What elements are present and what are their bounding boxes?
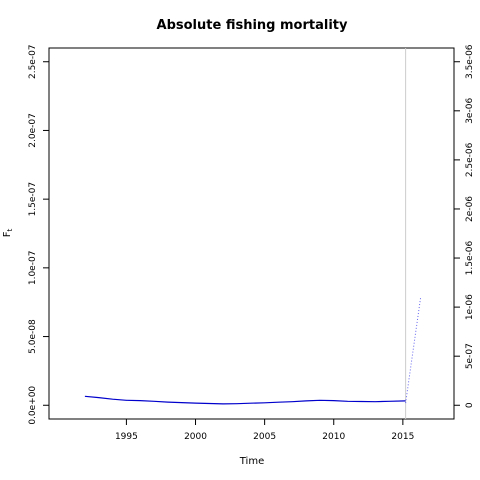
- plot-frame: [48, 47, 455, 420]
- y-right-tick-label: 2e-06: [465, 196, 475, 222]
- x-axis-label: Time: [239, 456, 264, 467]
- x-tick-label: 2005: [253, 432, 276, 442]
- x-tick-label: 2010: [322, 432, 345, 442]
- series-line-forecast: [405, 296, 422, 404]
- y-right-tick-label: 3e-06: [465, 98, 475, 124]
- y-axis-left: 0.0e+00 5.0e-08 1.0e-07 1.5e-07 2.0e-07 2.5e-…: [28, 44, 49, 425]
- series-group: [84, 296, 422, 405]
- y-axis-label-subscript: t: [6, 228, 14, 231]
- y-axis-label-main: F: [2, 231, 13, 237]
- y-right-tick-label: 0: [465, 402, 475, 408]
- x-tick-label: 1995: [115, 432, 138, 442]
- y-right-tick-label: 1e-06: [465, 294, 475, 320]
- y-right-tick-label: 2.5e-06: [465, 142, 475, 177]
- y-left-tick-label: 5.0e-08: [28, 319, 38, 354]
- y-axis-label: Ft: [2, 228, 14, 237]
- x-axis: 1995 2000 2005 2010 2015: [115, 419, 414, 442]
- y-right-tick-label: 5e-07: [465, 343, 475, 369]
- x-tick-label: 2015: [391, 432, 414, 442]
- y-right-tick-label: 1.5e-06: [465, 240, 475, 275]
- y-left-tick-label: 0.0e+00: [28, 386, 38, 425]
- x-tick-label: 2000: [184, 432, 207, 442]
- y-left-tick-label: 1.0e-07: [28, 251, 38, 286]
- y-left-tick-label: 2.5e-07: [28, 44, 38, 79]
- y-axis-right: 0 5e-07 1e-06 1.5e-06 2e-06 2.5e-06 3e-06 3.5e-…: [454, 44, 475, 408]
- chart-title: Absolute fishing mortality: [157, 18, 348, 33]
- y-right-tick-label: 3.5e-06: [465, 44, 475, 79]
- y-left-tick-label: 1.5e-07: [28, 182, 38, 217]
- series-line-observed: [84, 395, 406, 405]
- y-left-tick-label: 2.0e-07: [28, 113, 38, 148]
